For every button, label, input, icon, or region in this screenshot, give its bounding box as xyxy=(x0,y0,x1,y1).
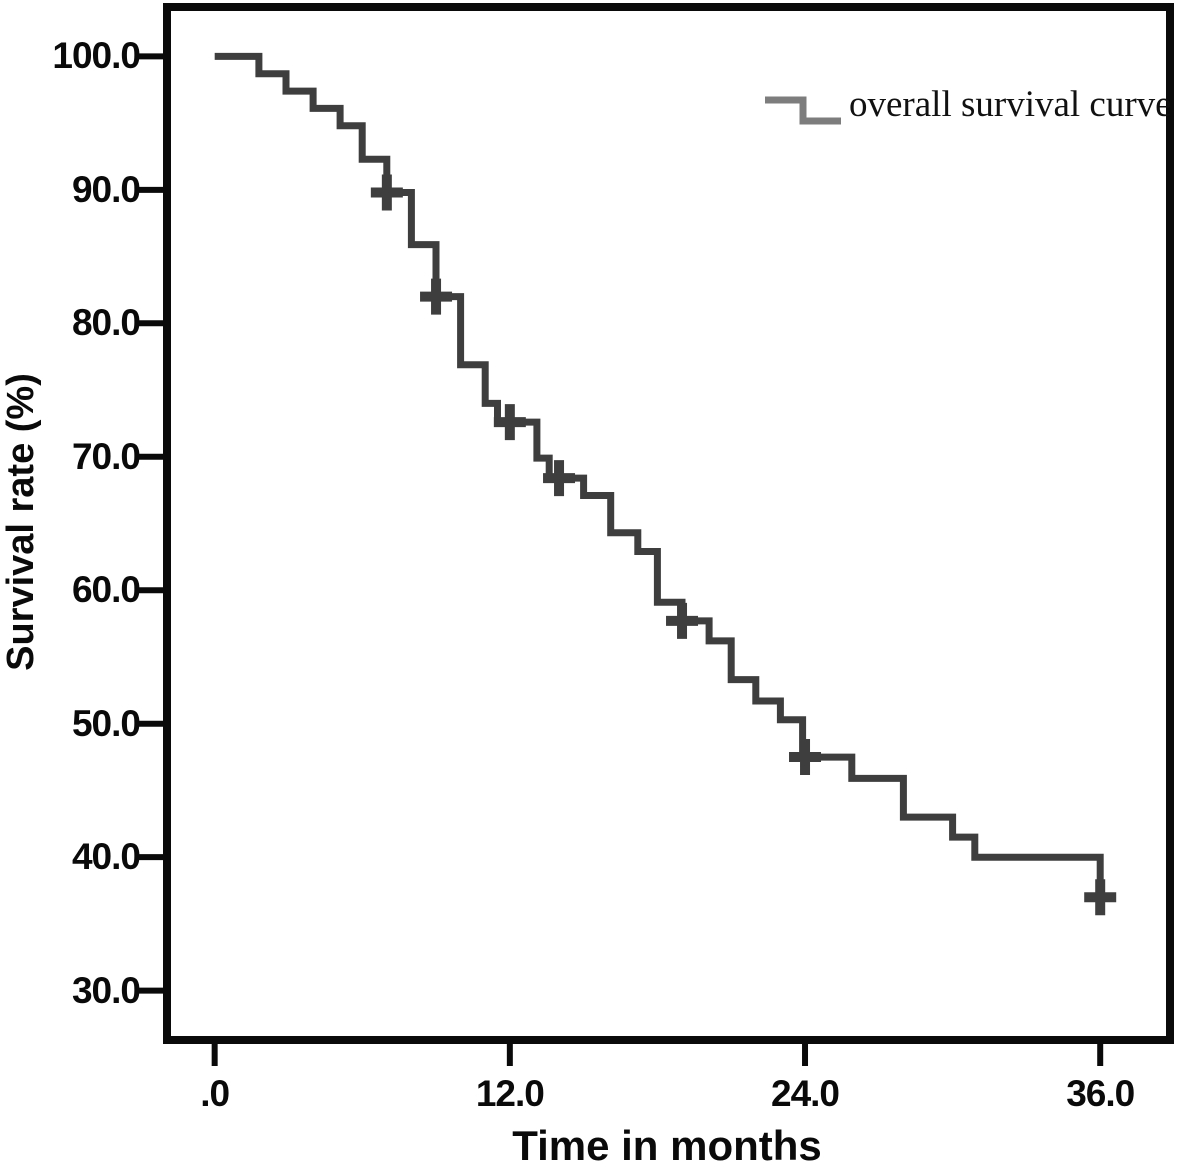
y-axis-title: Survival rate (%) xyxy=(0,373,42,671)
y-tick-label: 60.0 xyxy=(71,569,141,611)
y-tick-label: 90.0 xyxy=(71,168,141,210)
x-tick-label: 12.0 xyxy=(475,1073,545,1114)
y-tick-label: 30.0 xyxy=(71,969,141,1011)
y-tick-label: 80.0 xyxy=(71,302,141,344)
survival-curve xyxy=(214,52,1104,898)
y-tick-label: 50.0 xyxy=(71,702,141,744)
x-tick-label: 24.0 xyxy=(771,1073,840,1114)
legend-step-symbol-icon xyxy=(765,96,841,125)
legend-label: overall survival curve xyxy=(849,84,1172,125)
y-tick-label: 40.0 xyxy=(71,836,141,878)
x-tick-label: 36.0 xyxy=(1066,1073,1135,1114)
x-axis-title: Time in months xyxy=(512,1122,822,1166)
x-tick-label: .0 xyxy=(200,1073,230,1114)
plot-frame xyxy=(163,3,1174,1044)
y-tick-label: 100.0 xyxy=(52,35,141,77)
y-tick-label: 70.0 xyxy=(71,435,141,477)
